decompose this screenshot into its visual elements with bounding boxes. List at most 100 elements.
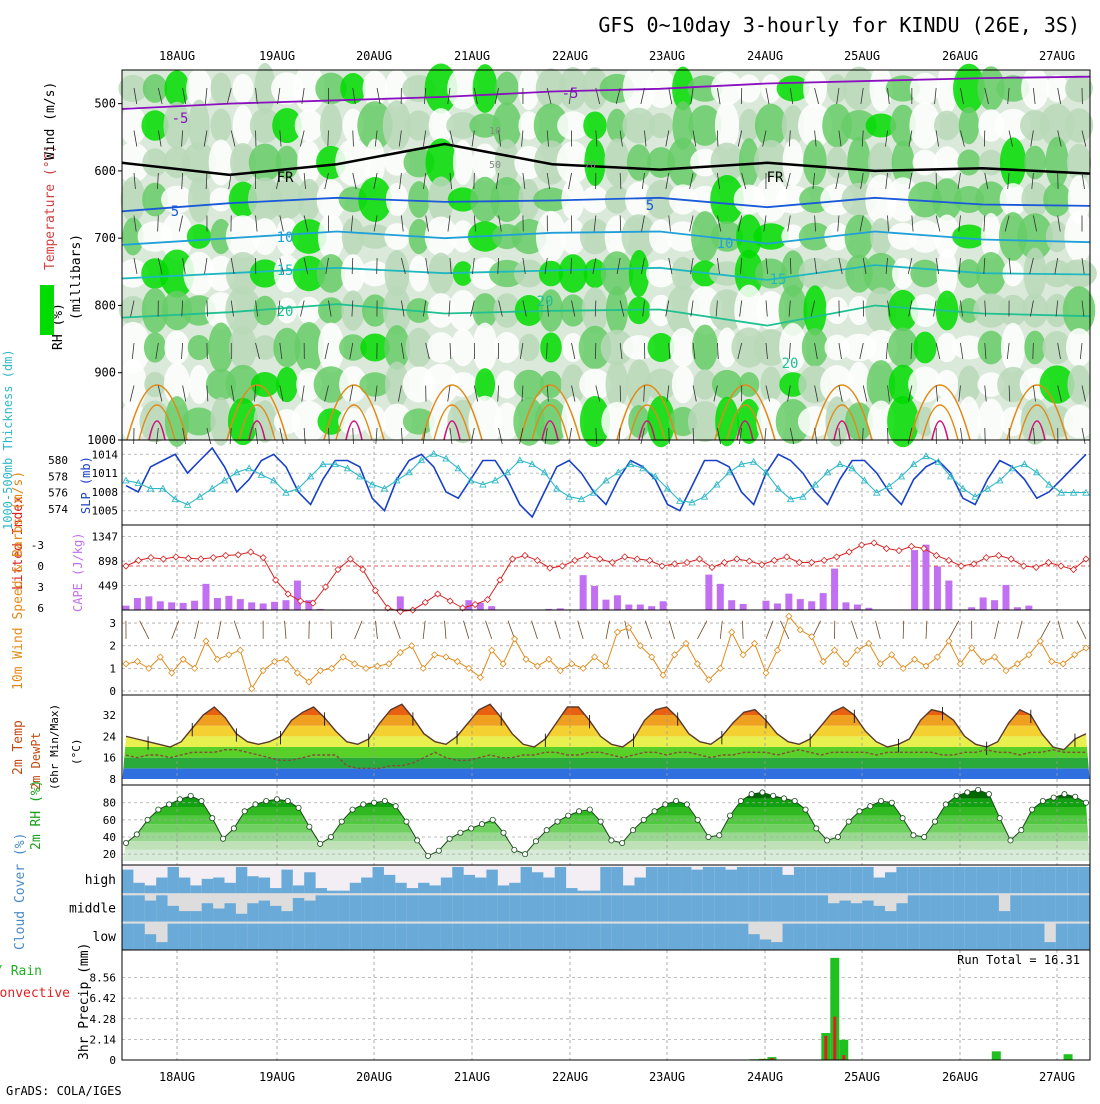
rh-cell	[406, 110, 433, 140]
rh2m-marker	[857, 809, 862, 814]
rh-cell	[649, 113, 673, 138]
cloud-bg	[589, 865, 601, 893]
rh2m-marker	[447, 836, 452, 841]
rh2m-marker	[274, 797, 279, 802]
rh2m-marker	[997, 816, 1002, 821]
rh-cell	[952, 224, 986, 248]
cape-bar	[180, 603, 187, 610]
cloud-bar	[429, 924, 441, 950]
precip-tick-label: 8.56	[90, 972, 117, 985]
cloud-bar	[350, 895, 362, 921]
rh2m-marker	[523, 852, 528, 857]
rh-cell	[232, 74, 253, 103]
slp-tick-label: 1005	[92, 505, 119, 518]
cloud-bar	[726, 895, 738, 921]
li-marker	[846, 549, 852, 555]
wind-barb-10m	[140, 621, 149, 639]
cloud-bar	[168, 924, 180, 950]
rh2m-marker	[965, 790, 970, 795]
cloud-bar	[452, 924, 464, 950]
cape-bar	[225, 596, 232, 610]
cloud-bar	[373, 924, 385, 950]
cloud-bar	[942, 895, 954, 921]
cloud-bg	[327, 865, 339, 893]
cloud-bar	[931, 924, 943, 950]
cloud-bar	[839, 901, 851, 922]
cloud-bar	[259, 924, 271, 950]
thickness-line	[126, 454, 1086, 505]
rh2m-marker	[587, 807, 592, 812]
cloud-bar	[156, 878, 168, 894]
cloud-bar	[623, 924, 635, 950]
cloud-bar	[817, 895, 829, 921]
cloud-bar	[839, 924, 851, 950]
pressure-axis-label: (millibars)	[69, 234, 84, 320]
cloud-bar	[748, 934, 760, 950]
cloud-bar	[953, 867, 965, 893]
wind-barb	[669, 428, 670, 444]
cloud-bar	[646, 924, 658, 950]
wind-barb-10m	[1077, 621, 1086, 639]
cloud-bar	[475, 895, 487, 921]
wind-barb-10m	[195, 621, 199, 639]
li-marker	[659, 563, 665, 569]
date-label-bottom: 18AUG	[159, 1070, 195, 1084]
cloud-bar	[1067, 867, 1079, 893]
cloud-row-label: high	[85, 873, 116, 888]
li-marker	[784, 554, 790, 560]
cloud-bar	[122, 924, 134, 950]
wind-tick-label: 1	[109, 662, 116, 675]
rh2m-marker	[706, 834, 711, 839]
rh2m-marker	[1040, 798, 1045, 803]
cape-bar	[191, 601, 198, 610]
cape-bar	[854, 605, 861, 610]
wind-barb-10m	[394, 621, 400, 639]
date-label-top: 24AUG	[747, 49, 783, 63]
rh2m-marker	[436, 848, 441, 853]
rh-cell	[803, 140, 827, 186]
li-marker	[260, 555, 266, 561]
li-marker	[135, 557, 141, 563]
cloud-bar	[145, 934, 157, 950]
cloud-bar	[851, 903, 863, 921]
rh2m-marker	[781, 796, 786, 801]
cloud-bar	[1044, 895, 1056, 921]
wind-barb-10m	[720, 621, 722, 639]
cloud-bar	[213, 909, 225, 922]
wind-speed-marker	[409, 643, 415, 649]
cloud-bar	[384, 924, 396, 950]
cloud-bar	[464, 875, 476, 893]
li-marker	[584, 553, 590, 559]
pressure-tick-label: 600	[94, 164, 116, 178]
cape-bar	[271, 602, 278, 610]
rh-cell	[910, 73, 940, 104]
cape-bar	[728, 600, 735, 610]
cape-bar	[237, 599, 244, 610]
cloud-bar	[179, 924, 191, 950]
cloud-bar	[726, 924, 738, 950]
rh-cell	[978, 331, 1005, 365]
rh2m-marker	[404, 819, 409, 824]
li-marker	[235, 552, 241, 558]
li-marker	[647, 557, 653, 563]
rh-cell	[451, 329, 475, 366]
wind-barb-10m	[445, 621, 446, 639]
cape-bar	[203, 584, 210, 610]
slp-panel-frame	[122, 440, 1090, 525]
cape-bar	[991, 600, 998, 610]
rh2m-marker	[371, 800, 376, 805]
pressure-tick-label: 700	[94, 231, 116, 245]
date-label-top: 26AUG	[942, 49, 978, 63]
rh-cell	[1064, 211, 1093, 262]
rh2m-marker	[630, 828, 635, 833]
cloud-bar	[133, 895, 145, 921]
rh-cell	[210, 109, 231, 143]
cloud-bg	[578, 865, 590, 893]
rh2m-marker	[943, 802, 948, 807]
rh-cell	[712, 370, 742, 399]
wind-speed-marker	[534, 663, 540, 669]
temp-band	[122, 747, 1090, 758]
rh2m-marker	[479, 822, 484, 827]
rh2m-marker	[717, 833, 722, 838]
